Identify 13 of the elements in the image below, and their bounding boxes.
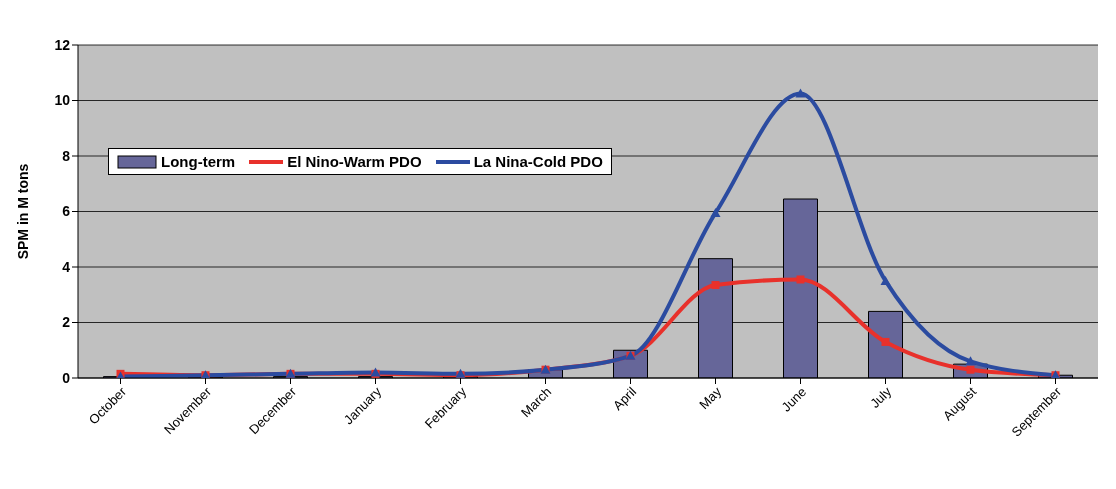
x-tick-label: May bbox=[696, 383, 725, 413]
y-tick-label: 6 bbox=[62, 203, 71, 220]
legend-label: El Nino-Warm PDO bbox=[286, 153, 422, 170]
y-tick-label: 8 bbox=[62, 147, 71, 164]
legend-label: La Nina-Cold PDO bbox=[472, 153, 603, 170]
y-tick-label: 12 bbox=[54, 36, 71, 53]
y-tick-label: 2 bbox=[62, 314, 71, 331]
y-tick-label: 0 bbox=[62, 369, 71, 386]
x-tick-label: July bbox=[867, 383, 895, 411]
y-axis-title: SPM in M tons bbox=[14, 163, 31, 260]
legend-label: Long-term bbox=[160, 153, 236, 170]
y-tick-label: 4 bbox=[62, 258, 71, 275]
y-tick-label: 10 bbox=[54, 92, 71, 109]
